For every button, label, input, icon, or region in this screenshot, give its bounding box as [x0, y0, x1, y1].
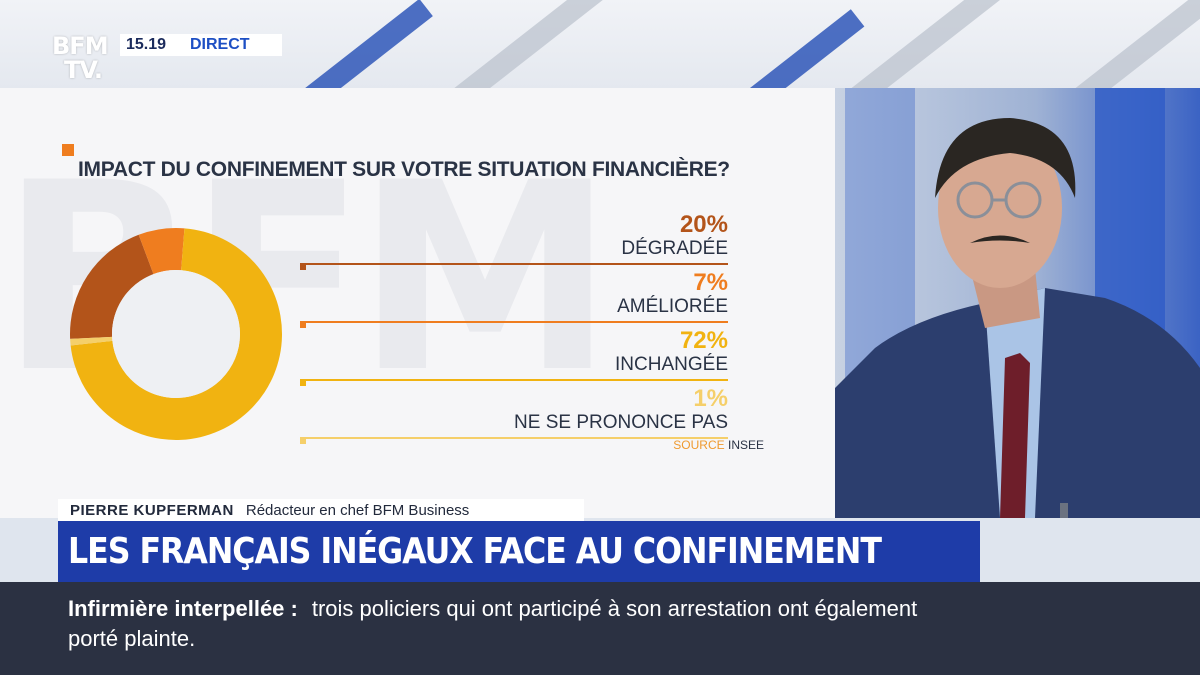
guest-name: PIERRE KUPFERMAN: [70, 501, 234, 519]
news-ticker: Infirmière interpellée : trois policiers …: [0, 582, 1200, 675]
legend-dot: [300, 380, 306, 386]
legend-dot: [300, 438, 306, 444]
legend-label: AMÉLIORÉE: [617, 296, 728, 317]
donut-hole: [112, 270, 240, 398]
legend-item-inchangee: 72% INCHANGÉE: [300, 327, 728, 386]
studio-video-feed: [835, 88, 1200, 518]
logo-line-2: TV.: [64, 56, 103, 84]
infographic-card: BFM IMPACT DU CONFINEMENT SUR VOTRE SITU…: [0, 88, 835, 518]
live-label: DIRECT: [190, 36, 250, 53]
legend-pct: 20%: [679, 211, 728, 238]
logo-line-1: BFM: [52, 32, 109, 60]
legend-line: [300, 379, 728, 381]
clock-badge: 15.19 DIRECT: [120, 34, 282, 56]
clock-time: 15.19: [126, 36, 167, 53]
presenter-figure: [835, 118, 1200, 518]
source-value: INSEE: [727, 438, 764, 452]
donut-chart: [70, 228, 283, 440]
headline-banner: LES FRANÇAIS INÉGAUX FACE AU CONFINEMENT: [58, 521, 980, 582]
donut-slice-4: [70, 336, 113, 346]
legend-item-degradee: 20% DÉGRADÉE: [300, 211, 728, 270]
legend-item-amelioree: 7% AMÉLIORÉE: [300, 269, 728, 328]
legend-label: NE SE PRONONCE PAS: [514, 412, 728, 433]
legend-line: [300, 437, 728, 439]
legend-pct: 1%: [693, 385, 728, 412]
source-label: SOURCE: [673, 438, 725, 452]
legend-pct: 72%: [679, 327, 728, 354]
question-marker-icon: [62, 144, 74, 156]
donut-slice-2: [138, 228, 185, 275]
guest-role: Rédacteur en chef BFM Business: [245, 501, 470, 519]
legend-label: DÉGRADÉE: [621, 238, 728, 259]
source-credit: SOURCE INSEE: [640, 438, 764, 452]
chart-title: IMPACT DU CONFINEMENT SUR VOTRE SITUATIO…: [78, 158, 730, 181]
headline-text: LES FRANÇAIS INÉGAUX FACE AU CONFINEMENT: [68, 531, 882, 572]
ticker-text: Infirmière interpellée : trois policiers …: [68, 594, 968, 654]
legend-line: [300, 321, 728, 323]
donut-slice-3: [70, 228, 283, 440]
donut-slice-1: [70, 234, 154, 339]
ticker-topic: Infirmière interpellée :: [68, 596, 298, 621]
legend-dot: [300, 264, 306, 270]
legend-line: [300, 263, 728, 265]
legend-pct: 7%: [693, 269, 728, 296]
ticker-message: trois policiers qui ont participé à son …: [68, 596, 918, 651]
legend-item-ne-se-prononce-pas: 1% NE SE PRONONCE PAS: [300, 385, 728, 444]
bfmtv-logo: BFM TV.: [52, 34, 116, 86]
legend-label: INCHANGÉE: [615, 354, 728, 375]
name-strap: PIERRE KUPFERMAN Rédacteur en chef BFM B…: [58, 499, 584, 521]
legend-dot: [300, 322, 306, 328]
